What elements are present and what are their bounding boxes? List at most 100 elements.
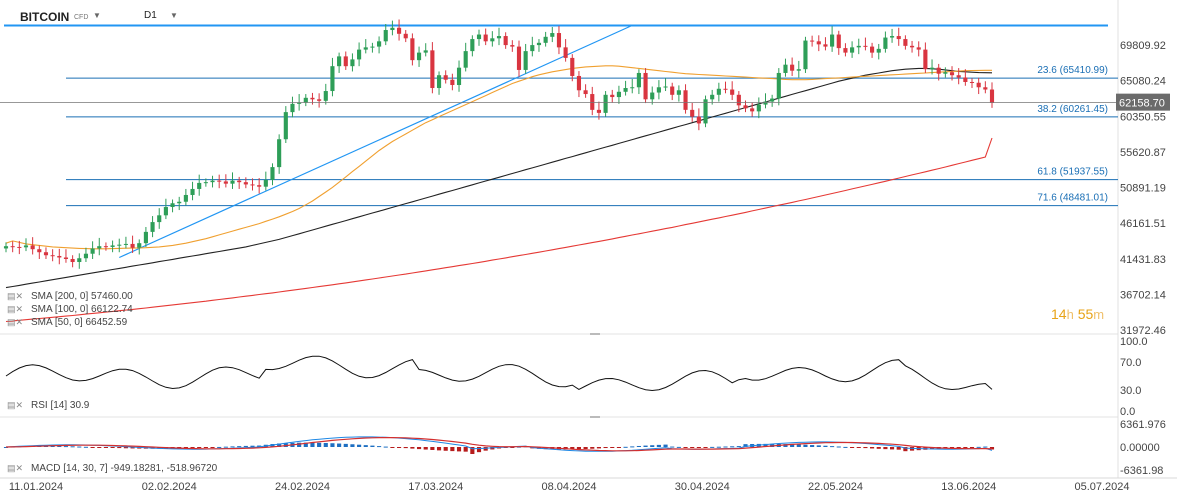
fib-level-label: 71.6 (48481.01): [1037, 193, 1108, 204]
candle-body: [703, 99, 708, 124]
candle-body: [343, 56, 348, 67]
candle-body: [590, 94, 595, 110]
candle-body: [43, 252, 49, 256]
candle-body: [976, 82, 981, 88]
legend-sma100[interactable]: ▤✕ SMA [100, 0] 66122.74: [7, 304, 133, 315]
macd-histogram-bar: [690, 447, 695, 448]
macd-histogram-bar: [97, 447, 102, 448]
macd-histogram-bar: [430, 447, 435, 450]
candle-body: [210, 180, 215, 183]
candle-body: [177, 201, 182, 204]
macd-y-tick-label: -6361.98: [1120, 465, 1163, 477]
macd-histogram-bar: [956, 447, 961, 448]
candle-body: [870, 46, 875, 53]
candle-body: [323, 91, 328, 101]
candle-body: [656, 87, 661, 93]
candle-body: [543, 36, 548, 43]
macd-histogram-bar: [890, 447, 895, 450]
macd-histogram-bar: [123, 447, 128, 449]
settings-close-icon[interactable]: ▤✕: [7, 400, 24, 410]
candle-body: [150, 222, 155, 232]
candle-body: [297, 102, 302, 104]
legend-sma50[interactable]: ▤✕ SMA [50, 0] 66452.59: [7, 317, 128, 328]
y-tick-label: 69809.92: [1120, 40, 1166, 52]
candle-body: [416, 52, 422, 61]
candle-body: [576, 75, 582, 91]
last-price-label: 62158.70: [1119, 98, 1165, 110]
candle-body: [743, 105, 748, 109]
y-tick-label: 31972.46: [1120, 325, 1166, 337]
macd-histogram-bar: [77, 446, 82, 448]
timeframe-label[interactable]: D1: [144, 10, 157, 21]
candle-body: [397, 27, 402, 34]
candle-body: [23, 245, 29, 248]
candle-body: [983, 87, 988, 90]
candle-body: [190, 188, 195, 195]
macd-histogram-bar: [976, 446, 981, 448]
symbol-dropdown-icon[interactable]: ▼: [93, 11, 101, 20]
candle-body: [110, 245, 115, 247]
candle-body: [676, 90, 681, 95]
candle-body: [783, 64, 788, 73]
candle-body: [556, 33, 562, 48]
macd-histogram-bar: [983, 446, 988, 448]
settings-close-icon[interactable]: ▤✕: [7, 317, 24, 327]
macd-histogram-bar: [237, 446, 242, 448]
timeframe-dropdown-icon[interactable]: ▼: [170, 11, 178, 20]
candle-body: [30, 245, 35, 250]
macd-histogram-bar: [650, 445, 655, 447]
macd-histogram-bar: [217, 446, 222, 448]
candle-body: [830, 34, 835, 47]
macd-histogram-bar: [836, 446, 841, 448]
candle-body: [823, 44, 828, 47]
candle-body: [610, 94, 615, 98]
candle-body: [310, 97, 315, 100]
candle-body: [770, 98, 775, 102]
macd-histogram-bar: [616, 447, 621, 448]
settings-close-icon[interactable]: ▤✕: [7, 304, 24, 314]
symbol-label[interactable]: BITCOIN: [20, 10, 70, 24]
macd-histogram-bar: [397, 447, 402, 448]
macd-histogram-bar: [783, 444, 788, 447]
candle-body: [876, 48, 881, 53]
macd-histogram-bar: [730, 446, 735, 448]
candle-body: [650, 92, 655, 100]
candle-body: [137, 243, 142, 248]
macd-histogram-bar: [63, 446, 69, 448]
macd-histogram-bar: [843, 446, 848, 448]
candle-body: [630, 87, 635, 89]
macd-histogram-bar: [117, 447, 122, 449]
macd-histogram-bar: [763, 443, 768, 447]
settings-close-icon[interactable]: ▤✕: [7, 291, 24, 301]
rsi-y-tick-label: 0.0: [1120, 406, 1135, 418]
macd-histogram-bar: [277, 443, 282, 447]
macd-histogram-bar: [416, 447, 422, 450]
trend-line: [119, 24, 633, 259]
macd-histogram-bar: [969, 447, 975, 448]
macd-histogram-bar: [876, 447, 881, 449]
candle-body: [536, 42, 542, 46]
candle-body: [77, 258, 82, 263]
candle-body: [796, 69, 801, 71]
macd-histogram-bar: [323, 442, 328, 447]
macd-histogram-bar: [90, 447, 95, 448]
candle-body: [683, 90, 688, 110]
macd-histogram-bar: [70, 446, 75, 448]
candle-body: [363, 47, 368, 50]
candle-body: [790, 64, 795, 71]
legend-rsi[interactable]: ▤✕ RSI [14] 30.9: [7, 400, 90, 411]
candle-body: [856, 45, 861, 48]
candle-body: [490, 38, 495, 42]
y-tick-label: 55620.87: [1120, 147, 1166, 159]
settings-close-icon[interactable]: ▤✕: [7, 463, 24, 473]
candle-body: [716, 88, 721, 95]
rsi-y-tick-label: 100.0: [1120, 336, 1148, 348]
legend-macd[interactable]: ▤✕ MACD [14, 30, 7] -949.18281, -518.9672…: [7, 463, 218, 474]
panel-resize-handle: [590, 416, 600, 418]
candle-body: [3, 246, 9, 249]
candle-body: [57, 255, 62, 258]
macd-histogram-bar: [210, 447, 215, 448]
legend-sma200[interactable]: ▤✕ SMA [200, 0] 57460.00: [7, 291, 133, 302]
macd-histogram-bar: [203, 447, 208, 448]
